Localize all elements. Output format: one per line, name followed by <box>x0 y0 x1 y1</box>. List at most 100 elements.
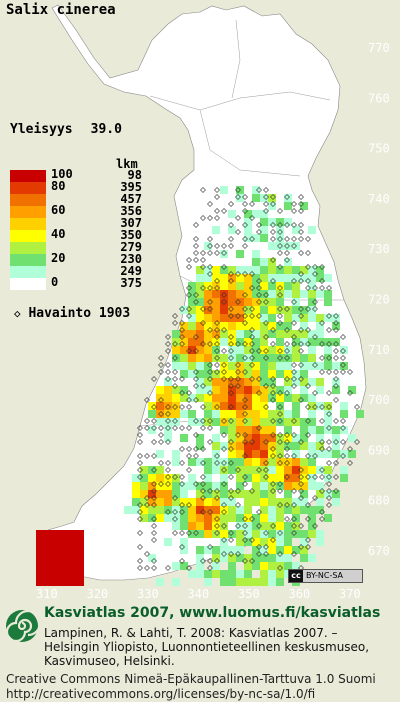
observation-diamond <box>186 257 192 263</box>
map-cell <box>164 514 172 522</box>
map-cell <box>252 450 260 458</box>
observation-diamond <box>242 201 248 207</box>
map-cell <box>260 258 268 266</box>
observation-diamond <box>235 194 241 200</box>
map-cell <box>236 490 244 498</box>
observation-diamond <box>284 474 290 480</box>
legend-count: 375 <box>120 276 142 290</box>
observation-diamond <box>179 306 185 312</box>
map-cell <box>180 410 188 418</box>
map-cell <box>260 538 268 546</box>
map-cell <box>204 410 212 418</box>
map-cell <box>244 474 252 482</box>
map-cell <box>220 554 228 562</box>
observation-diamond <box>298 222 304 228</box>
observation-diamond <box>165 369 171 375</box>
map-cell <box>260 474 268 482</box>
observation-diamond <box>333 369 339 375</box>
map-cell <box>228 274 236 282</box>
observation-diamond <box>214 208 220 214</box>
map-cell <box>244 282 252 290</box>
observation-diamond <box>207 243 213 249</box>
map-cell <box>316 322 324 330</box>
map-cell <box>252 298 260 306</box>
observation-diamond <box>305 418 311 424</box>
map-cell <box>220 530 228 538</box>
map-cell <box>308 466 316 474</box>
observation-diamond <box>319 278 325 284</box>
map-cell <box>300 442 308 450</box>
map-cell <box>348 450 356 458</box>
observation-diamond <box>319 418 325 424</box>
map-cell <box>236 450 244 458</box>
map-cell <box>276 474 284 482</box>
map-cell <box>196 482 204 490</box>
observation-diamond <box>207 376 213 382</box>
map-cell <box>212 466 220 474</box>
map-cell <box>260 346 268 354</box>
license-url[interactable]: http://creativecommons.org/licenses/by-n… <box>6 687 316 701</box>
map-cell <box>156 482 164 490</box>
observation-diamond <box>179 341 185 347</box>
map-cell <box>284 442 292 450</box>
map-cell <box>292 298 300 306</box>
map-cell <box>284 530 292 538</box>
observation-diamond <box>144 495 150 501</box>
observation-diamond <box>179 446 185 452</box>
map-cell <box>172 578 180 586</box>
map-cell <box>236 394 244 402</box>
map-cell <box>292 506 300 514</box>
observation-diamond <box>172 369 178 375</box>
observation-diamond <box>277 390 283 396</box>
map-cell <box>332 362 340 370</box>
map-cell <box>212 450 220 458</box>
observation-diamond <box>242 439 248 445</box>
observation-diamond <box>200 481 206 487</box>
map-cell <box>188 338 196 346</box>
map-cell <box>36 538 44 546</box>
map-cell <box>196 354 204 362</box>
map-cell <box>268 434 276 442</box>
observation-diamond <box>228 418 234 424</box>
map-cell <box>316 490 324 498</box>
observation-diamond <box>270 278 276 284</box>
map-cell <box>212 386 220 394</box>
legend-count: 307 <box>120 216 142 230</box>
y-tick-label: 670 <box>368 544 390 558</box>
cc-license-badge[interactable]: cc BY-NC-SA <box>288 569 363 583</box>
map-cell <box>196 386 204 394</box>
count-header: lkm <box>116 157 138 171</box>
observation-diamond <box>221 264 227 270</box>
map-cell <box>212 298 220 306</box>
map-cell <box>268 394 276 402</box>
observation-diamond <box>172 530 178 536</box>
legend-swatch <box>10 194 46 206</box>
observation-legend: ◇ Havainto 1903 <box>14 306 131 321</box>
map-cell <box>172 514 180 522</box>
map-cell <box>284 562 292 570</box>
observation-diamond <box>179 544 185 550</box>
map-cell <box>236 322 244 330</box>
frequency-value: Yleisyys 39.0 <box>10 122 122 137</box>
map-cell <box>268 298 276 306</box>
observation-diamond <box>158 460 164 466</box>
map-cell <box>252 354 260 362</box>
observation-diamond <box>326 495 332 501</box>
map-cell <box>268 538 276 546</box>
observation-diamond <box>277 551 283 557</box>
observation-diamond <box>319 404 325 410</box>
observation-diamond <box>284 250 290 256</box>
map-cell <box>172 330 180 338</box>
map-cell <box>268 490 276 498</box>
map-cell <box>340 450 348 458</box>
map-cell <box>268 314 276 322</box>
map-cell <box>284 522 292 530</box>
observation-diamond <box>319 369 325 375</box>
map-cell <box>252 434 260 442</box>
map-cell <box>68 538 76 546</box>
map-cell <box>316 338 324 346</box>
map-cell <box>212 314 220 322</box>
observation-diamond <box>214 404 220 410</box>
observation-diamond <box>158 439 164 445</box>
map-cell <box>212 434 220 442</box>
